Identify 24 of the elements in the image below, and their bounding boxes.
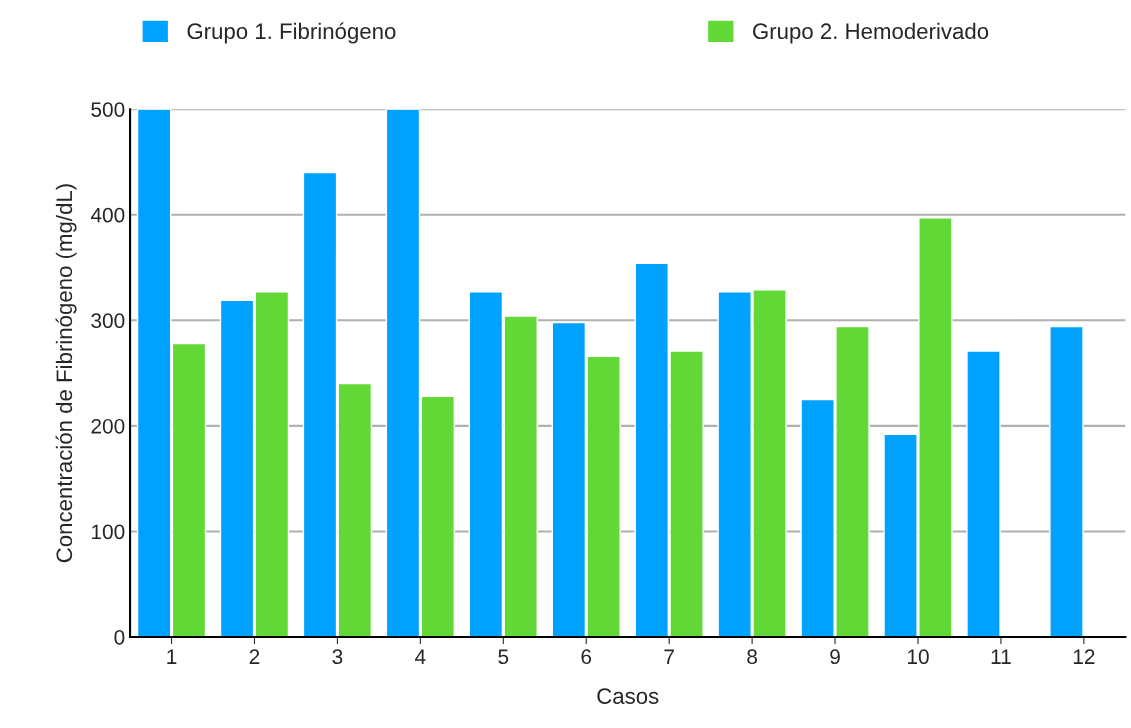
bar — [966, 350, 1001, 637]
x-tick-label: 5 — [498, 649, 509, 665]
x-tick-label: 8 — [747, 649, 757, 665]
y-axis-title: Concentración de Fibrinógeno (mg/dL) — [55, 184, 77, 563]
x-axis-title: Casos — [597, 688, 659, 704]
y-tick-label: 400 — [90, 207, 125, 223]
y-tick-label: 200 — [91, 418, 125, 434]
y-tick-label: 300 — [91, 313, 125, 329]
x-tick-label: 6 — [581, 649, 592, 665]
legend-label: Grupo 2. Hemoderivado — [753, 22, 989, 44]
x-tick-label: 12 — [1073, 649, 1095, 664]
bar — [1049, 325, 1084, 637]
x-tick-label: 2 — [249, 649, 260, 664]
x-tick-label: 9 — [830, 649, 840, 665]
legend-label: Grupo 1. Fibrinógeno — [187, 22, 396, 44]
x-tick-label: 1 — [167, 649, 177, 664]
x-tick-label: 11 — [991, 649, 1011, 664]
y-tick-label: 0 — [114, 630, 125, 645]
y-tick-label: 100 — [92, 524, 125, 540]
y-tick-label: 500 — [91, 102, 125, 117]
x-tick-label: 10 — [908, 649, 929, 665]
x-tick-label: 7 — [664, 649, 674, 664]
x-tick-label: 3 — [332, 649, 343, 665]
x-tick-label: 4 — [415, 649, 426, 664]
